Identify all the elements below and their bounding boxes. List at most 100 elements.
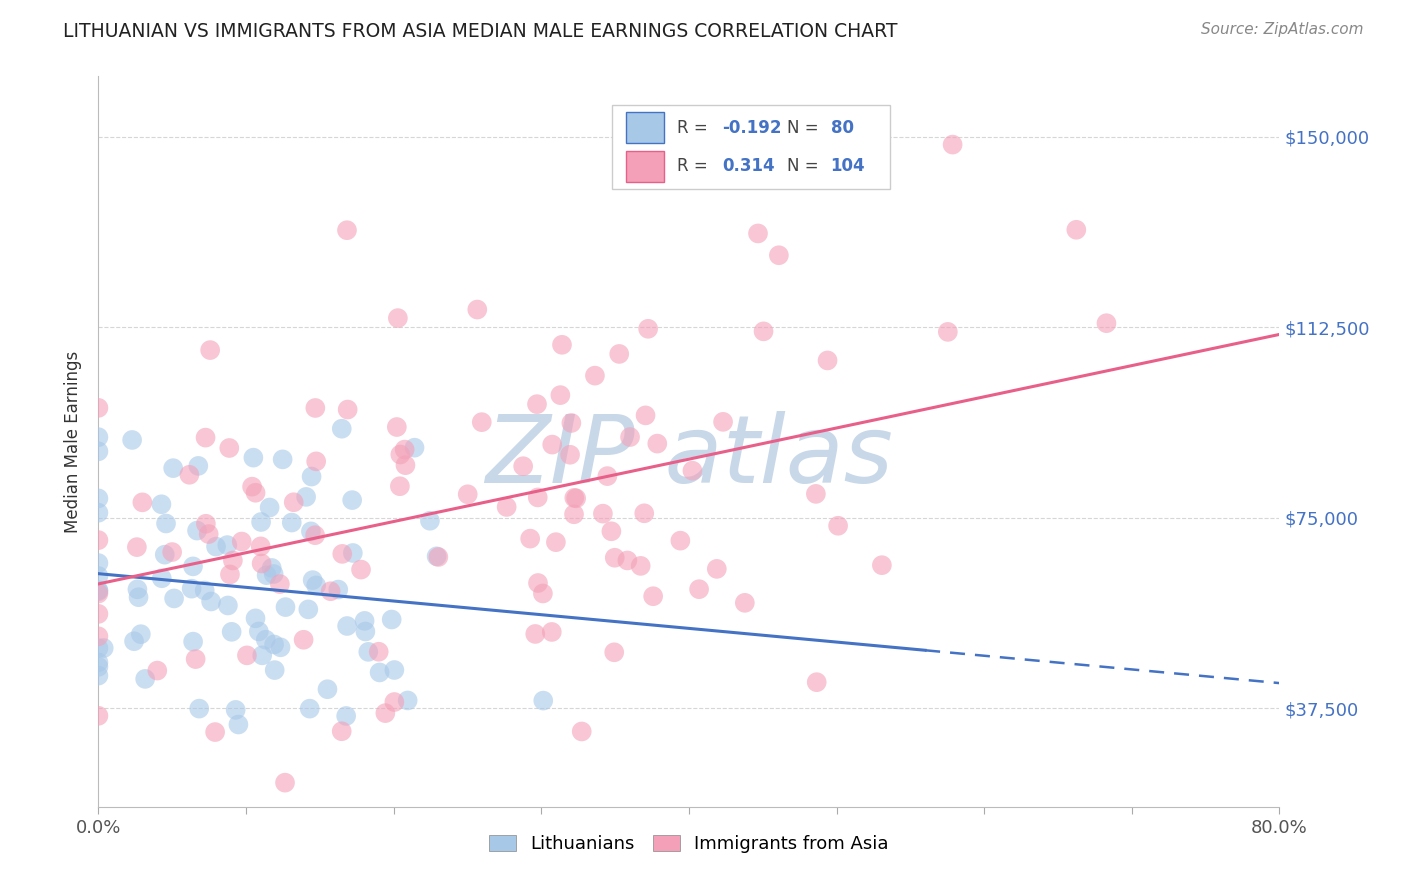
Point <box>541 437 564 451</box>
Point <box>150 571 173 585</box>
Point <box>527 576 550 591</box>
Point <box>194 583 217 598</box>
Point <box>181 634 204 648</box>
Point <box>526 397 548 411</box>
Point <box>87 629 110 643</box>
Point <box>254 632 277 647</box>
Point <box>87 430 110 444</box>
Point <box>560 416 582 430</box>
Point <box>179 467 201 482</box>
Point <box>550 388 572 402</box>
Point <box>471 415 494 429</box>
Text: Source: ZipAtlas.com: Source: ZipAtlas.com <box>1201 22 1364 37</box>
Point <box>298 701 321 715</box>
Point <box>270 640 292 655</box>
Text: ZIP atlas: ZIP atlas <box>485 410 893 501</box>
Point <box>204 725 226 739</box>
Point <box>330 724 353 739</box>
Point <box>87 656 110 670</box>
Point <box>711 415 734 429</box>
Point <box>197 527 219 541</box>
Point <box>219 567 242 582</box>
Point <box>304 401 326 415</box>
Point <box>335 709 357 723</box>
Point <box>637 322 659 336</box>
Point <box>688 582 710 597</box>
Point <box>394 458 416 473</box>
Point <box>297 602 319 616</box>
Point <box>669 533 692 548</box>
Point <box>218 441 240 455</box>
Point <box>870 558 893 573</box>
Point <box>562 491 585 505</box>
Point <box>301 573 323 587</box>
Point <box>336 619 359 633</box>
Point <box>396 693 419 707</box>
Point <box>250 648 273 663</box>
Point <box>389 448 412 462</box>
Point <box>385 420 408 434</box>
Point <box>752 324 775 338</box>
Point <box>162 461 184 475</box>
Point <box>292 632 315 647</box>
Point <box>247 624 270 639</box>
Point <box>734 596 756 610</box>
Text: LITHUANIAN VS IMMIGRANTS FROM ASIA MEDIAN MALE EARNINGS CORRELATION CHART: LITHUANIAN VS IMMIGRANTS FROM ASIA MEDIA… <box>63 22 898 41</box>
Point <box>217 538 239 552</box>
FancyBboxPatch shape <box>626 112 664 143</box>
Point <box>240 480 263 494</box>
Point <box>260 561 283 575</box>
Point <box>87 641 110 656</box>
Point <box>354 624 377 639</box>
Point <box>121 433 143 447</box>
Point <box>706 562 728 576</box>
Point <box>198 343 221 357</box>
Point <box>181 559 204 574</box>
Point <box>87 444 110 458</box>
Point <box>524 627 547 641</box>
Point <box>128 591 150 605</box>
Point <box>643 589 665 603</box>
Text: 80: 80 <box>831 119 853 136</box>
Point <box>495 500 517 514</box>
Point <box>180 582 202 596</box>
Point <box>222 553 245 567</box>
Point <box>305 454 328 468</box>
Point <box>336 402 359 417</box>
Point <box>374 706 396 720</box>
Point <box>457 487 479 501</box>
Point <box>186 524 208 538</box>
Point <box>465 302 488 317</box>
Point <box>616 553 638 567</box>
Point <box>316 682 339 697</box>
Point <box>426 549 449 564</box>
Point <box>419 514 441 528</box>
Point <box>150 497 173 511</box>
Point <box>630 558 652 573</box>
Point <box>388 479 411 493</box>
Point <box>87 556 110 570</box>
Point <box>340 493 363 508</box>
FancyBboxPatch shape <box>626 151 664 182</box>
Point <box>942 137 965 152</box>
Point <box>274 775 297 789</box>
Point <box>367 645 389 659</box>
Point <box>936 325 959 339</box>
Point <box>526 491 548 505</box>
Point <box>427 549 450 564</box>
Point <box>404 441 426 455</box>
Point <box>350 563 373 577</box>
Point <box>245 611 267 625</box>
Point <box>382 695 405 709</box>
Point <box>129 627 152 641</box>
Point <box>163 591 186 606</box>
Text: N =: N = <box>787 158 824 176</box>
Point <box>87 660 110 674</box>
Point <box>256 568 278 582</box>
Point <box>381 613 404 627</box>
Point <box>87 401 110 415</box>
Point <box>571 724 593 739</box>
Point <box>281 516 304 530</box>
Point <box>155 516 177 531</box>
Point <box>187 458 209 473</box>
